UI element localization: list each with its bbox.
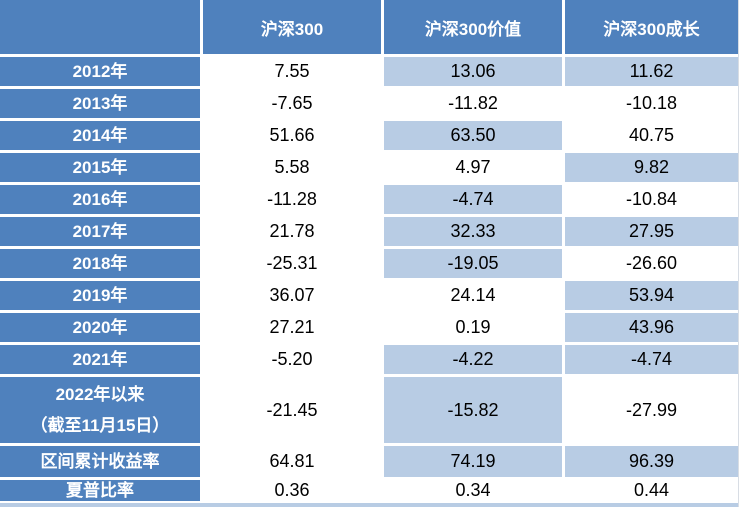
value-cell: 24.14 bbox=[384, 281, 562, 310]
value-cell: -5.20 bbox=[203, 345, 381, 374]
row-label: 区间累计收益率 bbox=[0, 446, 200, 477]
value-cell: 9.82 bbox=[565, 153, 738, 182]
row-label: 2022年以来 （截至11月15日） bbox=[0, 377, 200, 443]
value-cell: 5.58 bbox=[203, 153, 381, 182]
value-cell: 27.95 bbox=[565, 217, 738, 246]
value-cell: 51.66 bbox=[203, 121, 381, 150]
value-cell: 53.94 bbox=[565, 281, 738, 310]
column-header: 沪深300 bbox=[203, 0, 381, 54]
row-label: 夏普比率 bbox=[0, 480, 200, 501]
value-cell: -10.18 bbox=[565, 89, 738, 118]
value-cell: 63.50 bbox=[384, 121, 562, 150]
row-label: 2021年 bbox=[0, 345, 200, 374]
value-cell: 0.36 bbox=[203, 480, 381, 501]
value-cell: 36.07 bbox=[203, 281, 381, 310]
value-cell: 0.44 bbox=[565, 480, 738, 501]
row-label: 2013年 bbox=[0, 89, 200, 118]
value-cell: -11.82 bbox=[384, 89, 562, 118]
row-label: 2014年 bbox=[0, 121, 200, 150]
value-cell: 74.19 bbox=[384, 446, 562, 477]
value-cell: -10.84 bbox=[565, 185, 738, 214]
value-cell: -4.74 bbox=[384, 185, 562, 214]
value-cell: 0.19 bbox=[384, 313, 562, 342]
value-cell: 27.21 bbox=[203, 313, 381, 342]
table-bottom-strip bbox=[0, 503, 738, 507]
value-cell: 32.33 bbox=[384, 217, 562, 246]
value-cell: 11.62 bbox=[565, 57, 738, 86]
value-cell: 4.97 bbox=[384, 153, 562, 182]
row-label: 2015年 bbox=[0, 153, 200, 182]
value-cell: -19.05 bbox=[384, 249, 562, 278]
row-label: 2016年 bbox=[0, 185, 200, 214]
value-cell: -4.22 bbox=[384, 345, 562, 374]
value-cell: -4.74 bbox=[565, 345, 738, 374]
value-cell: 40.75 bbox=[565, 121, 738, 150]
value-cell: 0.34 bbox=[384, 480, 562, 501]
row-label: 2018年 bbox=[0, 249, 200, 278]
value-cell: 64.81 bbox=[203, 446, 381, 477]
value-cell: 43.96 bbox=[565, 313, 738, 342]
value-cell: -15.82 bbox=[384, 377, 562, 443]
row-label: 2020年 bbox=[0, 313, 200, 342]
value-cell: -25.31 bbox=[203, 249, 381, 278]
value-cell: 7.55 bbox=[203, 57, 381, 86]
column-header: 沪深300价值 bbox=[384, 0, 562, 54]
value-cell: 21.78 bbox=[203, 217, 381, 246]
value-cell: -7.65 bbox=[203, 89, 381, 118]
corner-header-cell bbox=[0, 0, 200, 54]
value-cell: 96.39 bbox=[565, 446, 738, 477]
row-label: 2012年 bbox=[0, 57, 200, 86]
value-cell: -27.99 bbox=[565, 377, 738, 443]
row-label: 2019年 bbox=[0, 281, 200, 310]
value-cell: -26.60 bbox=[565, 249, 738, 278]
column-header: 沪深300成长 bbox=[565, 0, 738, 54]
table-right-edge-line bbox=[738, 0, 739, 507]
value-cell: -11.28 bbox=[203, 185, 381, 214]
value-cell: -21.45 bbox=[203, 377, 381, 443]
row-label: 2017年 bbox=[0, 217, 200, 246]
value-cell: 13.06 bbox=[384, 57, 562, 86]
